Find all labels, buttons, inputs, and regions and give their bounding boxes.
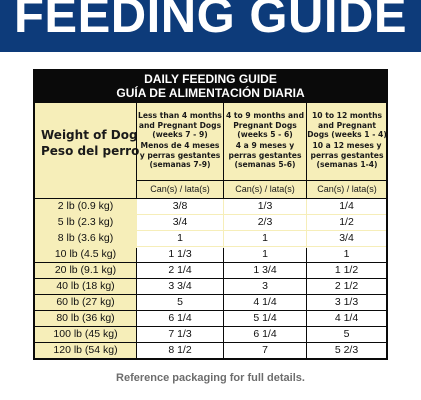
row-value: 1/4 <box>307 199 386 214</box>
column-header-2-en: 4 to 9 months and Pregnant Dogs (weeks 5… <box>225 111 305 139</box>
row-weight: 40 lb (18 kg) <box>35 279 136 294</box>
row-weight: 100 lb (45 kg) <box>35 327 136 342</box>
header-bottom-divider <box>33 198 388 199</box>
column-header-1: Less than 4 months and Pregnant Dogs (we… <box>137 111 223 170</box>
table-title-es: GUÍA DE ALIMENTACIÓN DIARIA <box>116 86 305 100</box>
row-value: 1/2 <box>307 215 386 230</box>
header-divider-3 <box>306 103 307 198</box>
row-value: 2 1/2 <box>307 279 386 294</box>
row-value: 1/3 <box>224 199 306 214</box>
table-row: 2 lb (0.9 kg) 3/8 1/3 1/4 <box>33 199 388 214</box>
footer-note: Reference packaging for full details. <box>116 372 305 384</box>
table-row: 100 lb (45 kg) 7 1/3 6 1/4 5 <box>33 327 388 342</box>
row-weight: 5 lb (2.3 kg) <box>35 215 136 230</box>
column-header-3-es: 10 a 12 meses y perras gestantes (semana… <box>310 141 384 169</box>
row-value: 3/4 <box>307 231 386 246</box>
row-value: 5 <box>307 327 386 342</box>
row-value: 2/3 <box>224 215 306 230</box>
row-weight: 60 lb (27 kg) <box>35 295 136 310</box>
row-value: 6 1/4 <box>224 327 306 342</box>
row-weight: 120 lb (54 kg) <box>35 343 136 358</box>
row-value: 3 1/3 <box>307 295 386 310</box>
row-value: 4 1/4 <box>224 295 306 310</box>
row-value: 1 1/3 <box>137 247 223 262</box>
row-value: 1 <box>137 231 223 246</box>
table-row: 80 lb (36 kg) 6 1/4 5 1/4 4 1/4 <box>33 311 388 326</box>
table-row: 120 lb (54 kg) 8 1/2 7 5 2/3 <box>33 343 388 358</box>
unit-row-divider <box>137 180 388 181</box>
column-1-unit: Can(s) / lata(s) <box>150 184 210 194</box>
column-2-unit: Can(s) / lata(s) <box>235 184 295 194</box>
row-value: 5 1/4 <box>224 311 306 326</box>
row-weight: 8 lb (3.6 kg) <box>35 231 136 246</box>
row-value: 3/8 <box>137 199 223 214</box>
column-header-3: 10 to 12 months and Pregnant Dogs (weeks… <box>307 111 387 170</box>
row-value: 2 1/4 <box>137 263 223 278</box>
row-value: 7 <box>224 343 306 358</box>
table-row: 10 lb (4.5 kg) 1 1/3 1 1 <box>33 247 388 262</box>
table-row: 40 lb (18 kg) 3 3/4 3 2 1/2 <box>33 279 388 294</box>
column-header-2-es: 4 a 9 meses y perras gestantes (semanas … <box>228 141 302 169</box>
row-weight: 2 lb (0.9 kg) <box>35 199 136 214</box>
table-row: 8 lb (3.6 kg) 1 1 3/4 <box>33 231 388 246</box>
column-3-unit: Can(s) / lata(s) <box>317 184 377 194</box>
column-header-2: 4 to 9 months and Pregnant Dogs (weeks 5… <box>224 111 306 170</box>
row-value: 1 <box>224 231 306 246</box>
row-weight: 80 lb (36 kg) <box>35 311 136 326</box>
banner-title: FEEDING GUIDE <box>13 0 408 43</box>
row-value: 1 <box>307 247 386 262</box>
weight-header-es: Peso del perro <box>41 144 140 158</box>
row-value: 6 1/4 <box>137 311 223 326</box>
row-value: 8 1/2 <box>137 343 223 358</box>
row-value: 5 <box>137 295 223 310</box>
row-value: 3/4 <box>137 215 223 230</box>
column-header-3-en: 10 to 12 months and Pregnant Dogs (weeks… <box>307 111 387 139</box>
weight-header-en: Weight of Dog <box>41 128 138 142</box>
row-value: 5 2/3 <box>307 343 386 358</box>
column-header-1-es: Menos de 4 meses y perras gestantes (sem… <box>139 141 221 169</box>
row-value: 1 3/4 <box>224 263 306 278</box>
row-value: 3 3/4 <box>137 279 223 294</box>
column-header-1-en: Less than 4 months and Pregnant Dogs (we… <box>138 111 222 139</box>
table-title-en: DAILY FEEDING GUIDE <box>144 72 277 86</box>
row-weight: 10 lb (4.5 kg) <box>35 247 136 262</box>
weight-column-header: Weight of Dog Peso del perro <box>41 127 159 159</box>
row-value: 1 1/2 <box>307 263 386 278</box>
row-weight: 20 lb (9.1 kg) <box>35 263 136 278</box>
row-value: 3 <box>224 279 306 294</box>
table-row: 20 lb (9.1 kg) 2 1/4 1 3/4 1 1/2 <box>33 263 388 278</box>
feeding-table: DAILY FEEDING GUIDE GUÍA DE ALIMENTACIÓN… <box>33 69 388 360</box>
table-row: 60 lb (27 kg) 5 4 1/4 3 1/3 <box>33 295 388 310</box>
header-divider-2 <box>223 103 224 198</box>
row-value: 4 1/4 <box>307 311 386 326</box>
table-row: 5 lb (2.3 kg) 3/4 2/3 1/2 <box>33 215 388 230</box>
banner: FEEDING GUIDE <box>0 0 421 52</box>
row-value: 7 1/3 <box>137 327 223 342</box>
header-divider-1 <box>136 103 137 198</box>
row-value: 1 <box>224 247 306 262</box>
table-header: DAILY FEEDING GUIDE GUÍA DE ALIMENTACIÓN… <box>33 69 388 103</box>
